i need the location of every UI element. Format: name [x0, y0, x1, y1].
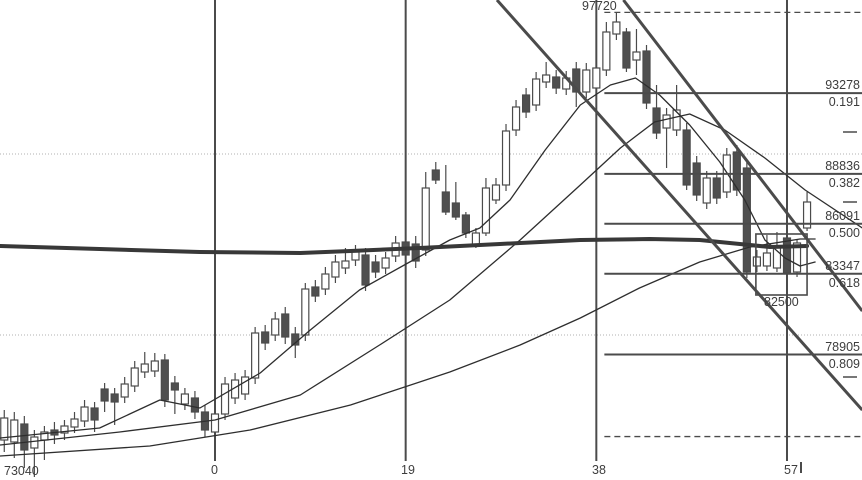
downtrend-channel-lower[interactable] — [622, 0, 862, 312]
candle-body-bull — [60, 425, 69, 434]
candle-body-bear — [451, 202, 460, 218]
candle-body-bear — [170, 382, 179, 391]
candle-body-bull — [0, 417, 9, 441]
candle-body-bull — [10, 419, 19, 443]
candle-body-bear — [411, 243, 420, 262]
candle-body-bear — [311, 286, 320, 297]
candle-body-bull — [792, 242, 802, 273]
ma-fast — [0, 77, 816, 439]
candle-body-bull — [80, 406, 89, 422]
fib-ratio-label-0500: 0.500 — [828, 226, 860, 240]
candle-body-bull — [381, 257, 390, 269]
candle-body-bull — [331, 261, 340, 278]
candle-body-bull — [351, 251, 360, 261]
candle-body-bull — [592, 67, 601, 89]
candle-body-bear — [190, 397, 200, 413]
candle-body-bull — [511, 106, 521, 131]
candle-body-bull — [632, 51, 641, 61]
x-axis-left-label: 73040 — [4, 464, 39, 478]
candle-body-bear — [782, 237, 792, 274]
candle-body-bull — [702, 177, 711, 204]
candle-body-bull — [180, 393, 189, 405]
candle-body-bull — [672, 109, 681, 131]
fib-ratio-label-0618: 0.618 — [828, 276, 860, 290]
candle-body-bull — [251, 332, 260, 379]
candle-body-bull — [532, 78, 541, 106]
fib-price-label-0191: 93278 — [825, 78, 860, 92]
candle-body-bull — [421, 187, 430, 251]
candle-body-bull — [612, 21, 621, 35]
fib-ratio-label-0809: 0.809 — [828, 357, 860, 371]
candle-body-bear — [712, 177, 721, 199]
candle-body-bear — [732, 151, 741, 191]
candle-body-bear — [441, 191, 450, 213]
box-price-label: 82500 — [764, 295, 799, 309]
candle-body-bear — [110, 393, 119, 403]
candle-body-bear — [371, 261, 380, 273]
candle-body-bull — [481, 187, 491, 234]
fib-ratio-label-0382: 0.382 — [828, 176, 860, 190]
fib-ratio-label-0191: 0.191 — [828, 95, 860, 109]
ma-slow — [0, 238, 816, 457]
candle-body-bear — [100, 388, 109, 402]
x-axis-label-57: 57 — [784, 463, 798, 477]
candle-body-bull — [140, 363, 149, 373]
candle-body-bull — [130, 367, 139, 387]
axis-end-tick — [800, 462, 802, 473]
candle-body-bull — [241, 376, 250, 395]
candle-body-bull — [220, 383, 230, 415]
candle-body-bull — [602, 31, 611, 71]
candle-body-bear — [682, 129, 691, 186]
candle-body-bear — [20, 423, 29, 451]
candle-body-bull — [491, 184, 501, 201]
candle-body-bear — [552, 76, 561, 89]
x-axis-label-19: 19 — [401, 463, 415, 477]
candle-body-bear — [742, 167, 751, 273]
candle-body-bear — [572, 68, 581, 93]
downtrend-channel-upper[interactable] — [495, 0, 862, 411]
fib-price-label-0809: 78905 — [825, 340, 860, 354]
candle-body-bear — [160, 359, 169, 401]
candle-body-bull — [802, 201, 812, 229]
fib-price-label-0618: 83347 — [825, 259, 860, 273]
candle-body-bear — [431, 169, 440, 181]
candle-body-bull — [120, 383, 129, 398]
candle-body-bear — [261, 331, 270, 344]
candle-body-bull — [662, 114, 671, 129]
candle-body-bear — [622, 31, 631, 69]
candle-body-bear — [461, 214, 470, 234]
fib-price-label-0382: 88836 — [825, 159, 860, 173]
candle-body-bull — [542, 74, 551, 83]
ma-200-thick — [0, 237, 810, 255]
candle-body-bull — [210, 413, 220, 433]
x-axis-label-38: 38 — [592, 463, 606, 477]
candle-body-bear — [90, 407, 99, 421]
candle-body-bull — [501, 130, 511, 186]
candle-body-bear — [521, 94, 531, 113]
candle-body-bull — [271, 318, 280, 336]
candle-body-bear — [361, 254, 370, 286]
highlight-box[interactable] — [755, 233, 808, 296]
candle-body-bull — [30, 436, 39, 449]
candle-body-bull — [582, 69, 591, 93]
fib-high-price-label: 97720 — [582, 0, 617, 13]
candle-body-bull — [150, 360, 159, 372]
ma-mid — [0, 113, 862, 446]
candle-body-bear — [281, 313, 290, 338]
fib-price-label-0500: 86091 — [825, 209, 860, 223]
candle-body-bull — [762, 252, 772, 267]
candle-body-bull — [301, 288, 310, 336]
candle-body-bull — [70, 418, 79, 428]
candle-body-bear — [642, 50, 651, 104]
candle-body-bull — [752, 256, 761, 267]
candle-body-bull — [341, 260, 350, 269]
candle-body-bull — [321, 273, 330, 290]
candle-body-bear — [692, 162, 701, 196]
x-axis-label-0: 0 — [211, 463, 218, 477]
